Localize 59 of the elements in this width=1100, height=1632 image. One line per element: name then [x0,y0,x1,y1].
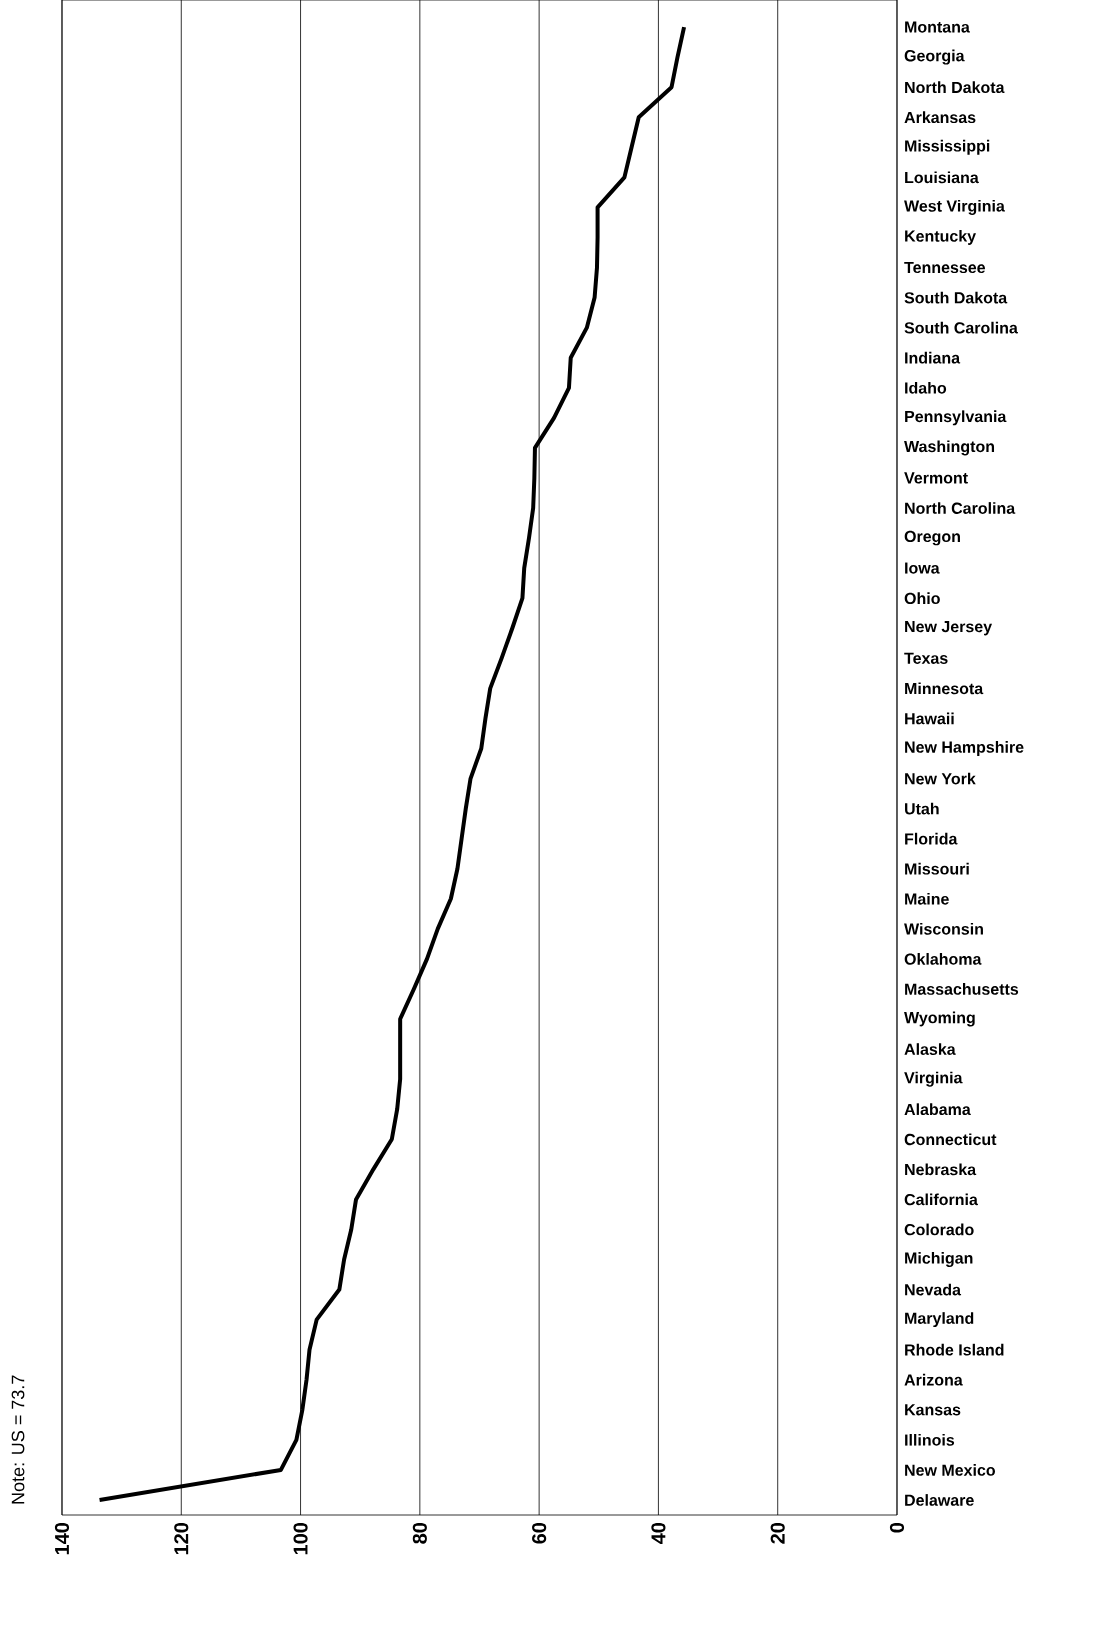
y-tick-label: New Jersey [905,621,992,636]
y-tick-label: Montana [905,21,970,33]
x-tick-label: 100 [293,1522,308,1555]
y-tick-label: Michigan [905,1252,973,1267]
y-tick-label: South Dakota [904,291,1008,304]
text: Note: US = 73.7 [11,1375,25,1504]
y-tick-label: Washington [904,440,995,456]
y-tick-label: Ohio [904,592,940,605]
y-tick-label: Pennsylvania [905,410,1007,426]
y-tick-label: North Carolina [905,502,1016,514]
y-tick-label: Kentucky [905,230,976,245]
y-tick-label: Nevada [905,1283,962,1296]
y-tick-label: North Dakota [905,81,1005,94]
y-tick-label: Minnesota [905,682,984,695]
x-tick-label: 120 [174,1522,189,1555]
y-tick-label: Indiana [905,351,961,364]
x-tick-label: 40 [651,1522,666,1545]
y-tick-label: West Virginia [904,199,1005,215]
y-tick-label: Delaware [905,1494,974,1506]
x-tick-label: 0 [889,1522,905,1533]
y-tick-label: Colorado [904,1223,974,1236]
y-tick-label: Texas [904,652,948,664]
y-tick-label: Maine [905,892,949,905]
x-tick-label: 20 [770,1522,785,1544]
y-tick-label: Idaho [905,381,947,394]
y-tick-label: Illinois [905,1433,955,1446]
y-tick-label: Massachusetts [905,983,1019,995]
y-tick-label: Georgia [904,49,965,65]
y-tick-label: California [904,1193,978,1206]
y-tick-label: Virginia [904,1071,963,1087]
y-tick-label: Arkansas [904,111,976,124]
y-tick-label: Florida [905,832,958,845]
y-tick-label: Iowa [905,562,940,574]
y-tick-label: Louisiana [905,171,979,184]
y-tick-label: Hawaii [905,712,954,725]
y-tick-label: Rhode Island [905,1343,1004,1356]
y-tick-label: New Hampshire [905,741,1024,756]
y-tick-label: Connecticut [904,1133,997,1146]
y-tick-label: Wisconsin [904,922,983,935]
y-tick-label: New York [905,772,976,785]
y-tick-label: Wyoming [904,1011,975,1027]
y-tick-label: New Mexico [905,1464,996,1476]
y-tick-label: South Carolina [904,321,1018,334]
y-tick-label: Missouri [905,862,969,875]
y-tick-label: Oregon [904,530,960,546]
y-tick-label: Utah [905,802,939,815]
y-tick-label: Kansas [905,1404,961,1416]
y-tick-label: Mississippi [905,139,990,155]
y-tick-label: Alabama [904,1103,971,1116]
x-tick-label: 80 [412,1522,427,1544]
y-tick-label: Maryland [905,1312,974,1328]
y-tick-label: Nebraska [905,1163,977,1176]
x-tick-label: 60 [532,1522,547,1544]
y-tick-label: Alaska [904,1043,956,1055]
y-tick-label: Arizona [904,1373,963,1386]
x-tick-label: 140 [54,1522,70,1555]
y-tick-label: Oklahoma [904,953,982,965]
y-tick-label: Tennessee [904,261,986,274]
y-tick-label: Vermont [904,472,968,484]
